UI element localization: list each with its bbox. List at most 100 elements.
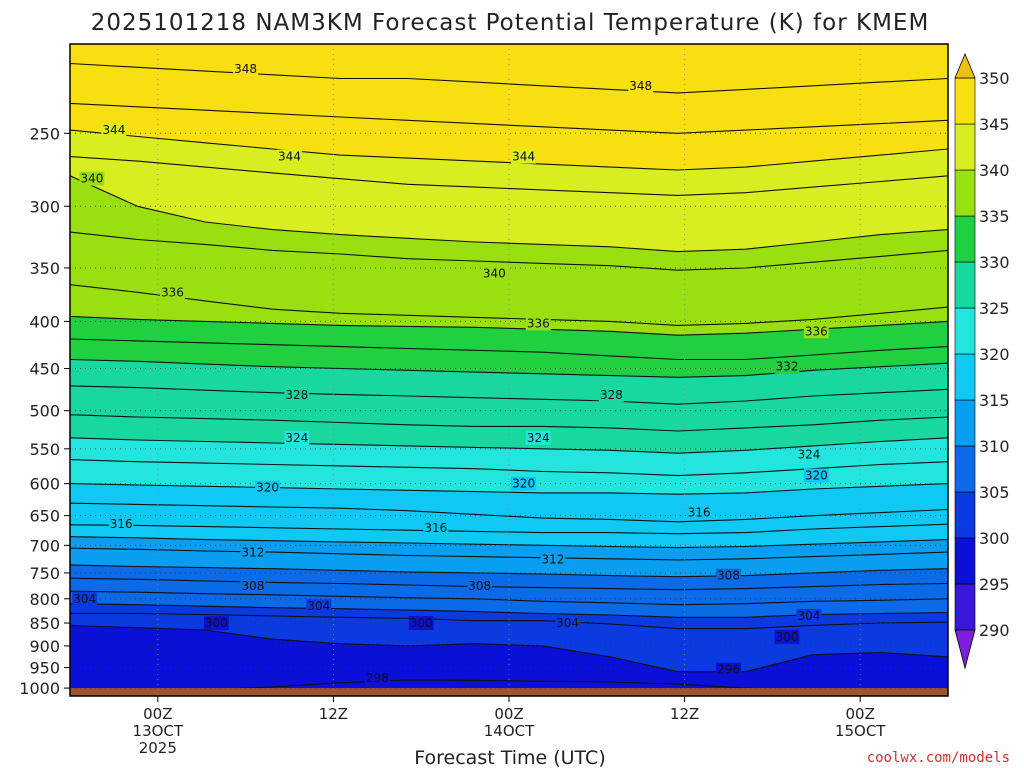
colorbar-segment: [954, 583, 976, 631]
y-tick-label: 950: [29, 659, 60, 678]
y-tick-label: 700: [29, 536, 60, 555]
isentrope-line: [70, 547, 948, 561]
contour-label-bg: [72, 591, 98, 606]
contour-label: 344: [278, 150, 301, 164]
contour-label-bg: [686, 505, 712, 520]
contour-label-bg: [306, 599, 332, 614]
colorbar-tick-label: 300: [979, 529, 1010, 548]
contour-label: 324: [527, 431, 550, 445]
contour-label: 336: [805, 324, 828, 338]
isentrope-line: [70, 483, 948, 495]
contour-label: 308: [468, 579, 491, 593]
y-tick-label: 1000: [19, 679, 60, 698]
contour-label: 344: [512, 150, 535, 164]
colorbar-tick-label: 310: [979, 437, 1010, 456]
colorbar-tick-label: 320: [979, 345, 1010, 364]
contour-label: 296: [717, 663, 740, 677]
contour-label: 316: [688, 506, 711, 520]
contour-label-bg: [233, 62, 259, 77]
surface-terrain: [70, 688, 948, 696]
colorbar-tick-label: 305: [979, 483, 1010, 502]
colorbar-tick-label: 290: [979, 621, 1010, 640]
y-tick-label: 650: [29, 507, 60, 526]
contour-label: 316: [110, 517, 133, 531]
isentrope-line: [70, 612, 948, 630]
contour-label: 312: [241, 546, 264, 560]
contour-label-bg: [423, 520, 449, 535]
y-tick-label: 500: [29, 402, 60, 421]
contour-label-bg: [408, 616, 434, 631]
colorbar-segment: [954, 215, 976, 263]
contour-label-bg: [796, 447, 822, 462]
contour-label-bg: [284, 388, 310, 403]
y-tick-label: 300: [29, 197, 60, 216]
x-tick-label: 15OCT: [835, 722, 886, 740]
contour-label: 324: [798, 448, 821, 462]
contour-label-bg: [364, 670, 390, 685]
x-tick-label: 00Z: [494, 705, 523, 723]
contour-label-bg: [481, 266, 507, 281]
contour-label-bg: [716, 662, 741, 677]
colorbar-tick-label: 325: [979, 299, 1010, 318]
colorbar-segment: [954, 491, 976, 539]
contour-label-bg: [540, 552, 566, 567]
colorbar-tick-label: 350: [979, 69, 1010, 88]
colorbar-tick-label: 330: [979, 253, 1010, 272]
contour-label: 312: [541, 552, 564, 566]
contour-label-bg: [774, 629, 800, 644]
isentrope-line: [70, 459, 948, 477]
contour-label: 340: [80, 172, 103, 186]
contour-label-bg: [555, 616, 580, 631]
isentrope-line: [70, 175, 948, 253]
y-tick-label: 900: [29, 637, 60, 656]
isentrope-line: [70, 129, 948, 171]
contour-label: 332: [776, 360, 799, 374]
contour-label: 300: [410, 616, 433, 630]
colorbar-tick-label: 315: [979, 391, 1010, 410]
colorbar-tick-label: 295: [979, 575, 1010, 594]
contour-label-bg: [467, 579, 493, 594]
colorbar-min-arrow: [954, 629, 976, 670]
colorbar: 290 295 300 305 310 315 320 325 330 335 340 345 350: [954, 52, 1010, 670]
colorbar-segment: [954, 261, 976, 309]
contour-label-bg: [79, 171, 105, 186]
contour-label: 316: [424, 521, 447, 535]
colorbar-segment: [954, 123, 976, 171]
x-tick-label: 2025: [139, 739, 177, 757]
field-band: [70, 625, 948, 696]
contour-label: 340: [483, 267, 506, 281]
field-layers: 348 348 344 344 344 340 340 336 336 336 332 328 328 3…: [70, 44, 948, 696]
isentrope-line: [70, 284, 948, 326]
isentrope-line: [70, 338, 948, 361]
isentrope-line: [70, 315, 948, 336]
y-tick-label: 250: [29, 124, 60, 143]
contour-label: 308: [241, 579, 264, 593]
isentrope-line: [70, 358, 948, 378]
isentrope-line: [70, 437, 948, 454]
contour-label-bg: [796, 608, 822, 623]
contour-label: 320: [512, 477, 535, 491]
contour-label: 300: [205, 616, 228, 630]
colorbar-max-arrow: [954, 52, 976, 79]
y-tick-label: 850: [29, 614, 60, 633]
x-tick-label: 12Z: [670, 705, 699, 723]
contour-label: 300: [776, 630, 799, 644]
y-tick-label: 450: [29, 360, 60, 379]
contour-label-bg: [284, 430, 310, 445]
x-tick-label: 14OCT: [484, 722, 535, 740]
isentrope-line: [70, 62, 948, 94]
isentrope-line: [70, 156, 948, 196]
colorbar-segment: [954, 169, 976, 217]
colorbar-segment: [954, 77, 976, 125]
contour-label: 320: [256, 481, 279, 495]
contour-label: 328: [285, 388, 308, 402]
contour-label-bg: [628, 78, 654, 93]
contour-label: 336: [527, 316, 550, 330]
isentrope-line: [70, 523, 948, 535]
colorbar-segment: [954, 537, 976, 585]
colorbar-tick-label: 340: [979, 161, 1010, 180]
contour-label: 304: [73, 592, 96, 606]
x-axis-label: Forecast Time (UTC): [414, 747, 605, 768]
